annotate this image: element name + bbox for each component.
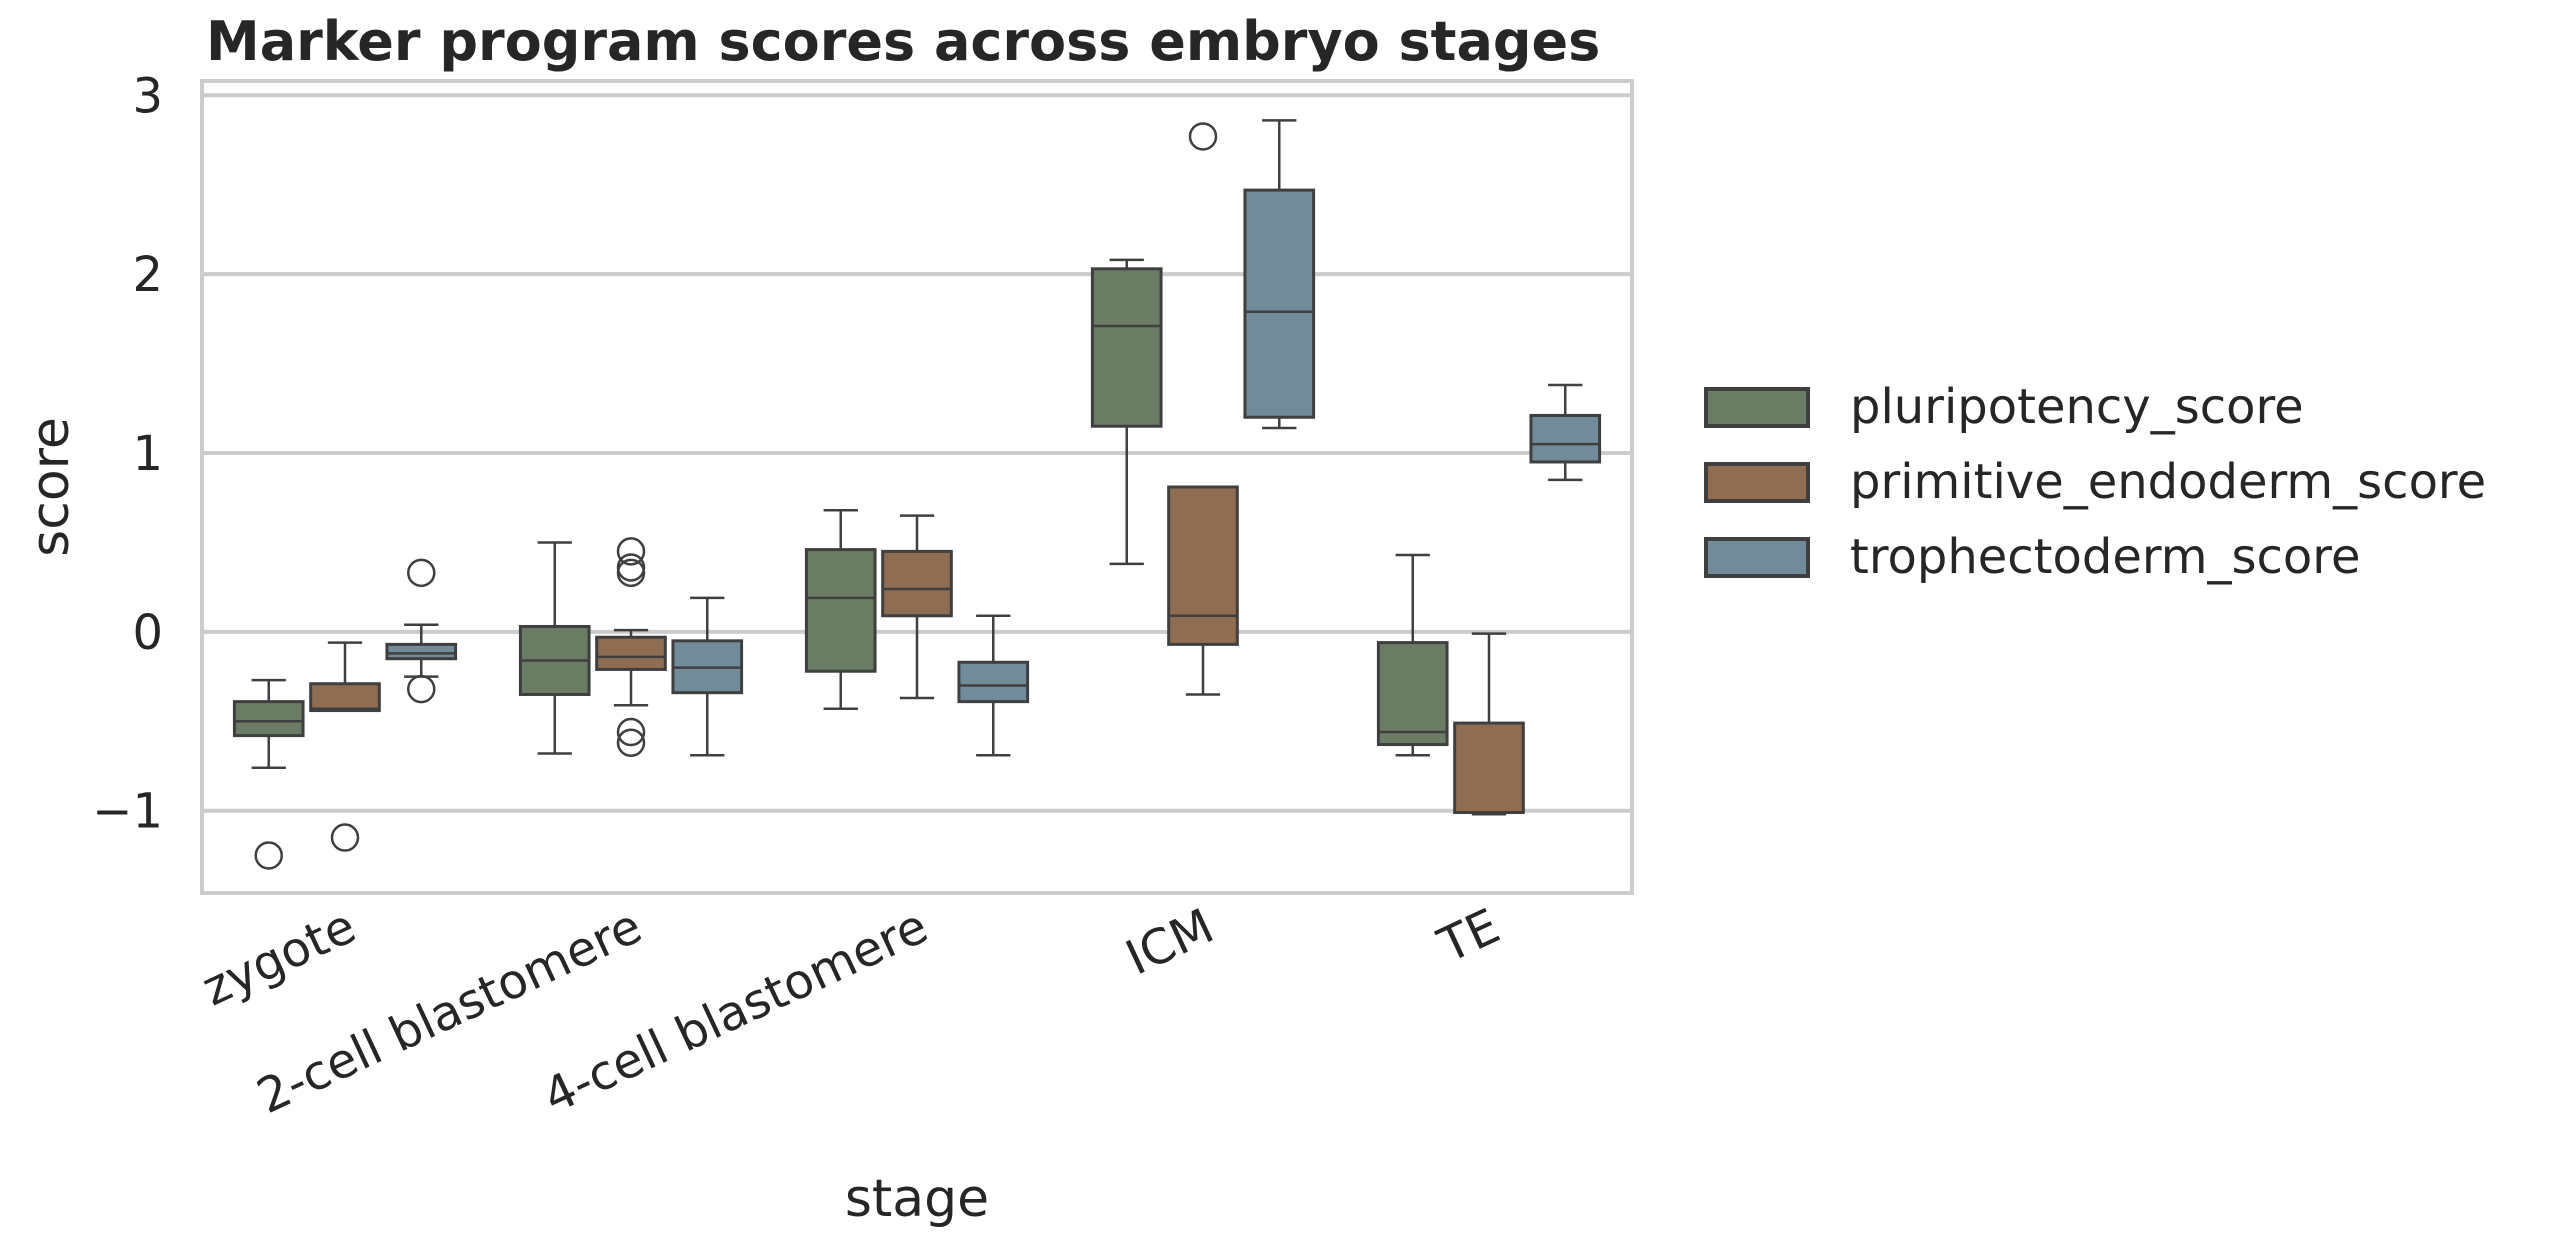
box-iqr (1453, 721, 1525, 815)
box-iqr (957, 660, 1030, 704)
y-tick-label: 0 (132, 605, 163, 661)
box-iqr (232, 700, 305, 738)
legend-swatch-primitive-endoderm (1704, 462, 1810, 503)
legend-swatch-pluripotency (1704, 387, 1810, 428)
box-pluripotency-score-2-cell-blastomere (518, 541, 591, 755)
chart-title: Marker program scores across embryo stag… (206, 10, 1600, 73)
legend: pluripotency_score primitive_endoderm_sc… (1704, 379, 2486, 585)
box-iqr (1167, 485, 1239, 646)
y-tick-label: −1 (92, 784, 163, 840)
legend-label-trophectoderm: trophectoderm_score (1850, 529, 2361, 585)
box-iqr (309, 682, 381, 713)
box-iqr (385, 642, 458, 661)
legend-swatch-trophectoderm (1704, 537, 1810, 578)
outlier-point (330, 823, 360, 852)
box-primitive-endoderm-score-te (1453, 632, 1525, 816)
box-primitive-endoderm-score-zygote (309, 641, 381, 852)
y-tick-label: 3 (132, 68, 163, 124)
outlier-point (254, 841, 283, 870)
box-iqr (881, 549, 953, 618)
box-primitive-endoderm-score-2-cell-blastomere (595, 537, 667, 758)
box-trophectoderm-score-zygote (385, 558, 458, 704)
outlier-point (1188, 122, 1218, 151)
outlier-point (616, 728, 646, 758)
box-primitive-endoderm-score-icm (1167, 122, 1239, 696)
box-pluripotency-score-icm (1090, 258, 1163, 566)
box-primitive-endoderm-score-4-cell-blastomere (881, 514, 953, 700)
box-trophectoderm-score-2-cell-blastomere (671, 596, 744, 757)
plot-frame (200, 79, 1634, 895)
box-iqr (804, 548, 877, 673)
box-iqr (1529, 413, 1602, 464)
box-trophectoderm-score-te (1529, 383, 1602, 482)
box-iqr (595, 635, 667, 671)
y-tick-label: 2 (132, 247, 163, 303)
y-axis-ticks: −1 0 1 2 3 (92, 68, 163, 839)
outlier-point (616, 558, 646, 588)
box-iqr (1243, 188, 1316, 419)
box-pluripotency-score-zygote (232, 678, 305, 870)
box-trophectoderm-score-icm (1243, 119, 1316, 430)
box-iqr (1090, 267, 1163, 428)
box-iqr (1376, 641, 1449, 747)
box-trophectoderm-score-4-cell-blastomere (957, 614, 1030, 757)
legend-label-primitive-endoderm: primitive_endoderm_score (1850, 454, 2486, 510)
outlier-point (407, 558, 436, 588)
box-plot-area (232, 119, 1602, 870)
outlier-point (616, 537, 646, 566)
box-pluripotency-score-4-cell-blastomere (804, 509, 877, 711)
x-axis-label: stage (845, 1169, 989, 1229)
y-axis-label: score (21, 417, 81, 557)
outlier-point (616, 717, 646, 747)
legend-label-pluripotency: pluripotency_score (1850, 379, 2304, 435)
box-pluripotency-score-te (1376, 553, 1449, 757)
outlier-point (407, 674, 436, 704)
y-tick-label: 1 (132, 426, 163, 482)
